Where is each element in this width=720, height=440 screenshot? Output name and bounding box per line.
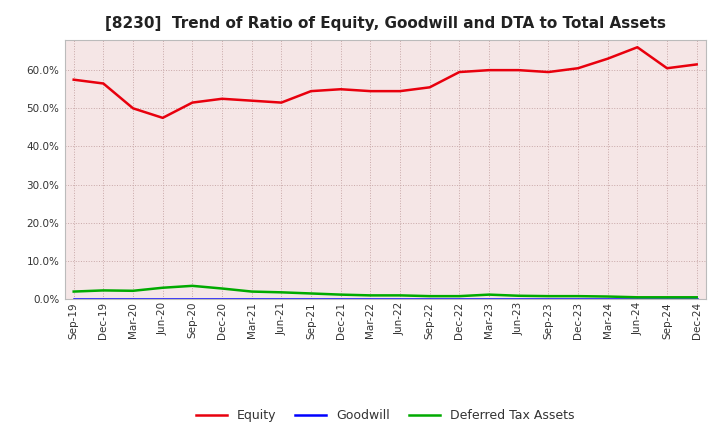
Goodwill <box>603 297 612 302</box>
Goodwill <box>69 297 78 302</box>
Title: [8230]  Trend of Ratio of Equity, Goodwill and DTA to Total Assets: [8230] Trend of Ratio of Equity, Goodwil… <box>104 16 666 32</box>
Goodwill <box>396 297 405 302</box>
Goodwill <box>277 297 286 302</box>
Equity <box>485 67 493 73</box>
Equity <box>248 98 256 103</box>
Goodwill <box>455 297 464 302</box>
Line: Equity: Equity <box>73 47 697 118</box>
Equity <box>426 84 434 90</box>
Equity <box>633 44 642 50</box>
Equity <box>396 88 405 94</box>
Goodwill <box>693 297 701 302</box>
Equity <box>307 88 315 94</box>
Equity <box>158 115 167 121</box>
Goodwill <box>633 297 642 302</box>
Goodwill <box>188 297 197 302</box>
Line: Deferred Tax Assets: Deferred Tax Assets <box>73 286 697 297</box>
Goodwill <box>336 297 345 302</box>
Deferred Tax Assets <box>366 293 374 298</box>
Equity <box>277 100 286 105</box>
Equity <box>693 62 701 67</box>
Deferred Tax Assets <box>248 289 256 294</box>
Deferred Tax Assets <box>158 285 167 290</box>
Deferred Tax Assets <box>336 292 345 297</box>
Deferred Tax Assets <box>633 295 642 300</box>
Deferred Tax Assets <box>69 289 78 294</box>
Deferred Tax Assets <box>426 293 434 299</box>
Deferred Tax Assets <box>514 293 523 298</box>
Goodwill <box>544 297 553 302</box>
Deferred Tax Assets <box>603 294 612 299</box>
Equity <box>662 66 671 71</box>
Deferred Tax Assets <box>129 288 138 293</box>
Deferred Tax Assets <box>396 293 405 298</box>
Deferred Tax Assets <box>455 293 464 299</box>
Goodwill <box>662 297 671 302</box>
Goodwill <box>574 297 582 302</box>
Equity <box>336 87 345 92</box>
Equity <box>99 81 108 86</box>
Equity <box>544 70 553 75</box>
Equity <box>129 106 138 111</box>
Legend: Equity, Goodwill, Deferred Tax Assets: Equity, Goodwill, Deferred Tax Assets <box>191 404 580 427</box>
Deferred Tax Assets <box>574 293 582 299</box>
Equity <box>366 88 374 94</box>
Deferred Tax Assets <box>307 291 315 296</box>
Goodwill <box>307 297 315 302</box>
Goodwill <box>514 297 523 302</box>
Equity <box>69 77 78 82</box>
Deferred Tax Assets <box>99 288 108 293</box>
Equity <box>188 100 197 105</box>
Deferred Tax Assets <box>188 283 197 289</box>
Goodwill <box>99 297 108 302</box>
Equity <box>455 70 464 75</box>
Equity <box>514 67 523 73</box>
Deferred Tax Assets <box>217 286 226 291</box>
Goodwill <box>158 297 167 302</box>
Goodwill <box>129 297 138 302</box>
Goodwill <box>485 297 493 302</box>
Deferred Tax Assets <box>485 292 493 297</box>
Goodwill <box>248 297 256 302</box>
Goodwill <box>366 297 374 302</box>
Goodwill <box>217 297 226 302</box>
Deferred Tax Assets <box>693 295 701 300</box>
Equity <box>217 96 226 101</box>
Deferred Tax Assets <box>544 293 553 299</box>
Deferred Tax Assets <box>277 290 286 295</box>
Deferred Tax Assets <box>662 295 671 300</box>
Equity <box>603 56 612 61</box>
Equity <box>574 66 582 71</box>
Goodwill <box>426 297 434 302</box>
